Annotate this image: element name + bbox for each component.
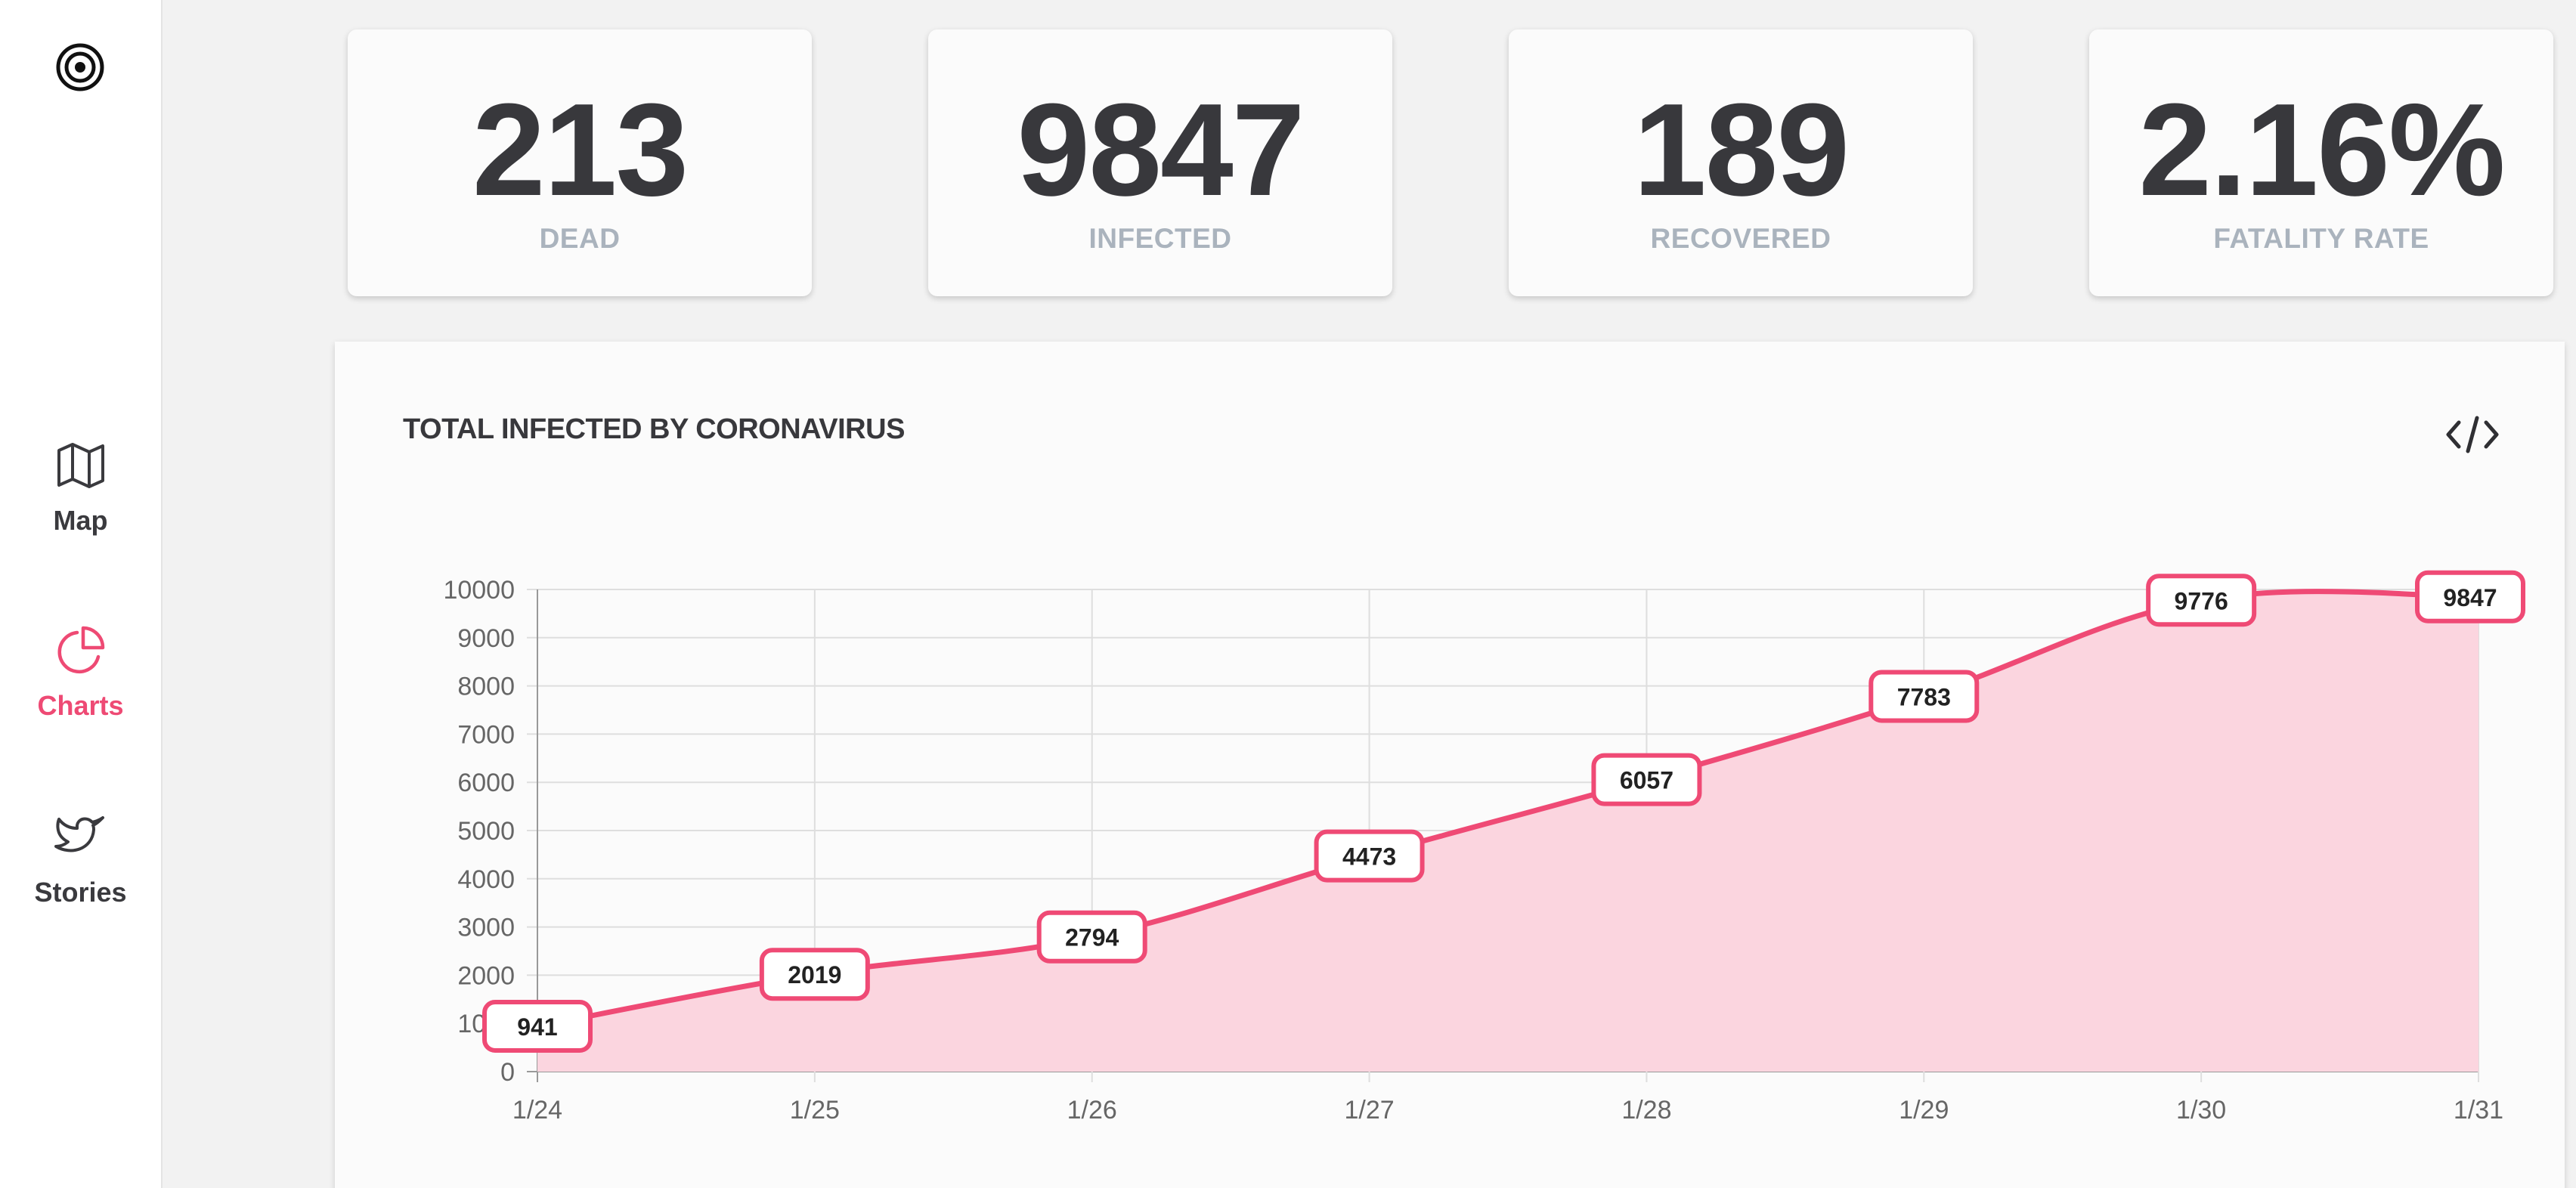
y-tick-label: 10000	[443, 576, 515, 605]
x-tick-label: 1/29	[1899, 1096, 1949, 1125]
x-tick-label: 1/30	[2176, 1096, 2226, 1125]
sidebar-item-label: Charts	[37, 690, 124, 721]
sidebar: Map Charts Stories	[0, 0, 163, 1188]
data-label: 9847	[2443, 584, 2497, 611]
data-point	[1036, 910, 1147, 964]
data-point	[482, 999, 593, 1053]
sidebar-item-label: Map	[53, 505, 108, 536]
stat-label: INFECTED	[1088, 223, 1232, 254]
data-point	[1314, 829, 1425, 883]
stat-card-fatality-rate: 2.16% FATALITY RATE	[2089, 29, 2553, 296]
y-tick-label: 7000	[457, 720, 515, 749]
stat-value: 2.16%	[2138, 76, 2505, 223]
data-point	[2415, 570, 2525, 623]
y-tick-label: 5000	[457, 817, 515, 846]
y-tick-label: 3000	[457, 914, 515, 942]
pie-chart-icon	[57, 626, 104, 674]
stat-card-infected: 9847 INFECTED	[928, 29, 1392, 296]
target-icon[interactable]	[54, 42, 106, 93]
chart-card: TOTAL INFECTED BY CORONAVIRUS 0100020003…	[335, 342, 2565, 1188]
x-tick-label: 1/28	[1621, 1096, 1671, 1125]
x-tick-label: 1/27	[1344, 1096, 1394, 1125]
y-tick-label: 0	[500, 1058, 515, 1087]
sidebar-item-charts[interactable]: Charts	[0, 623, 161, 722]
x-tick-label: 1/25	[790, 1096, 840, 1125]
stat-label: DEAD	[539, 223, 621, 254]
data-label: 2794	[1065, 924, 1119, 951]
stat-card-recovered: 189 RECOVERED	[1509, 29, 1973, 296]
x-tick-label: 1/24	[512, 1096, 562, 1125]
stat-value: 9847	[1017, 76, 1305, 223]
sidebar-item-label: Stories	[34, 877, 127, 908]
line-chart: 0100020003000400050006000700080009000100…	[443, 570, 2525, 1125]
data-label: 7783	[1897, 683, 1951, 710]
data-label: 941	[517, 1013, 557, 1041]
x-tick-label: 1/31	[2454, 1096, 2503, 1125]
sidebar-item-stories[interactable]: Stories	[0, 810, 161, 908]
code-icon[interactable]	[2444, 412, 2501, 457]
y-tick-label: 6000	[457, 769, 515, 797]
y-tick-label: 9000	[457, 624, 515, 653]
chart-title: TOTAL INFECTED BY CORONAVIRUS	[403, 413, 905, 445]
data-label: 4473	[1342, 843, 1396, 871]
y-tick-label: 4000	[457, 865, 515, 894]
data-point	[1591, 753, 1702, 806]
stat-label: RECOVERED	[1650, 223, 1831, 254]
stat-card-dead: 213 DEAD	[348, 29, 812, 296]
data-point	[2146, 574, 2257, 627]
twitter-bird-icon	[54, 816, 104, 852]
data-label: 2019	[788, 961, 841, 988]
stat-value: 189	[1633, 76, 1850, 223]
data-label: 6057	[1620, 767, 1673, 794]
sidebar-item-map[interactable]: Map	[0, 438, 161, 537]
x-tick-label: 1/26	[1067, 1096, 1117, 1125]
stat-value: 213	[472, 76, 689, 223]
map-icon	[57, 443, 104, 488]
y-tick-label: 8000	[457, 673, 515, 701]
y-tick-label: 2000	[457, 961, 515, 990]
data-point	[759, 948, 870, 1001]
data-label: 9776	[2175, 587, 2228, 614]
data-point	[1869, 670, 1980, 723]
stat-label: FATALITY RATE	[2213, 223, 2429, 254]
